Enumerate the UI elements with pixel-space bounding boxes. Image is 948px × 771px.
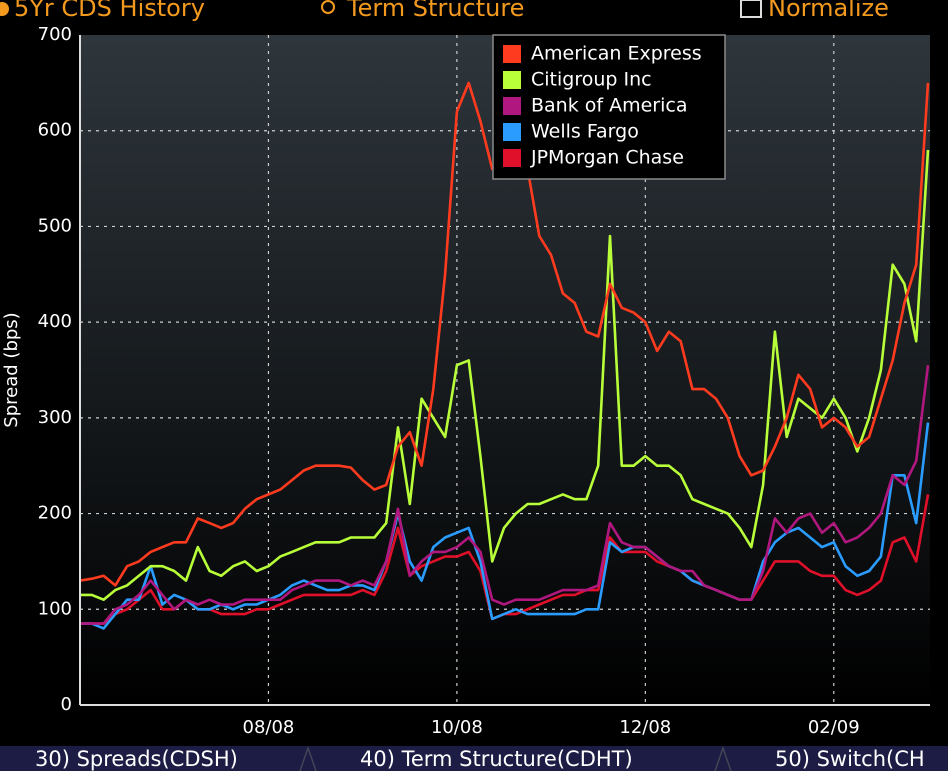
legend-label: Citigroup Inc — [531, 69, 652, 91]
x-tick-label: 10/08 — [431, 717, 483, 738]
radio-selected[interactable] — [0, 2, 9, 16]
y-tick-label: 500 — [38, 215, 72, 236]
legend-box — [492, 34, 726, 180]
footer-menu-item[interactable]: 50) Switch(CH — [775, 747, 925, 771]
toolbar-option[interactable]: 5Yr CDS History — [14, 0, 205, 22]
footer-menu-item[interactable]: 30) Spreads(CDSH) — [35, 747, 238, 771]
legend-label: Wells Fargo — [531, 121, 639, 143]
x-tick-label: 08/08 — [243, 717, 295, 738]
legend-swatch — [503, 97, 521, 115]
series-line — [80, 365, 930, 625]
y-tick-label: 0 — [61, 694, 72, 715]
legend-label: JPMorgan Chase — [530, 147, 684, 169]
legend-swatch — [503, 71, 521, 89]
legend-swatch — [503, 45, 521, 63]
series-line — [80, 149, 930, 601]
toolbar-option[interactable]: Normalize — [768, 0, 889, 22]
legend-swatch — [503, 123, 521, 141]
legend-label: American Express — [531, 43, 702, 65]
checkbox[interactable] — [740, 0, 762, 18]
separator — [299, 745, 317, 771]
y-tick-label: 100 — [38, 598, 72, 619]
legend-swatch — [503, 149, 521, 167]
footer-menu-item[interactable]: 40) Term Structure(CDHT) — [360, 747, 633, 771]
x-tick-label: 02/09 — [808, 717, 860, 738]
y-tick-label: 700 — [38, 24, 72, 45]
radio[interactable] — [321, 0, 335, 14]
toolbar-option[interactable]: Term Structure — [346, 0, 524, 22]
legend-label: Bank of America — [531, 95, 688, 117]
y-tick-label: 400 — [38, 311, 72, 332]
x-tick-label: 12/08 — [619, 717, 671, 738]
y-tick-label: 200 — [38, 503, 72, 524]
y-tick-label: 600 — [38, 120, 72, 141]
footer-bar — [0, 746, 948, 771]
y-tick-label: 300 — [38, 407, 72, 428]
separator — [714, 745, 732, 771]
y-axis-label: Spread (bps) — [1, 312, 22, 427]
